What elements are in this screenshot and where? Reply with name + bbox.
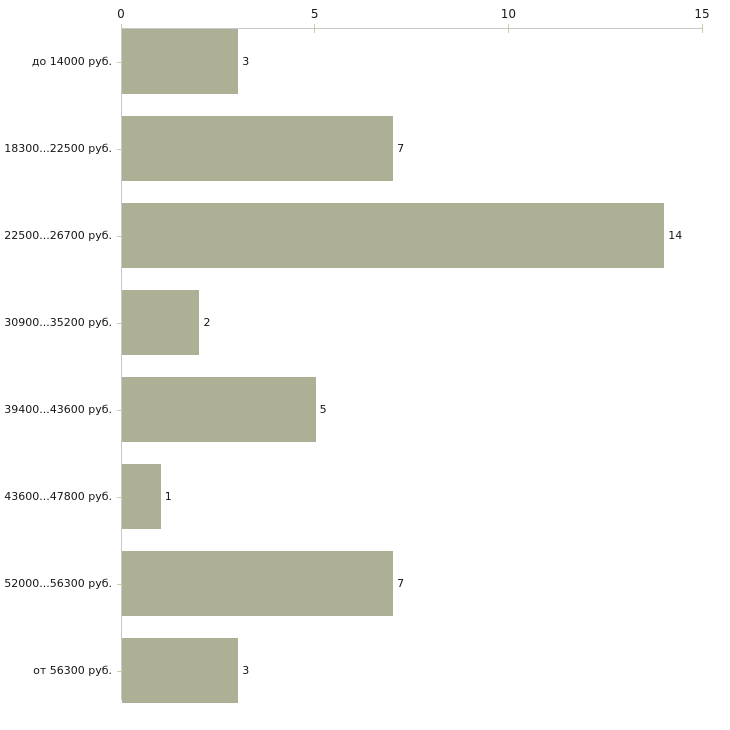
bar-value-label: 7	[397, 576, 405, 590]
y-axis-tick	[117, 236, 122, 237]
bar[interactable]	[122, 638, 239, 703]
bar-value-label: 14	[668, 228, 683, 242]
bar[interactable]	[122, 29, 239, 94]
category-label: 52000...56300 руб.	[4, 576, 112, 590]
y-axis-tick	[117, 149, 122, 150]
x-axis-tick-label: 5	[310, 7, 319, 21]
bar-value-label: 3	[242, 54, 250, 68]
category-label: от 56300 руб.	[33, 663, 112, 677]
bar[interactable]	[122, 203, 665, 268]
bar-value-label: 2	[203, 315, 211, 329]
category-label: до 14000 руб.	[31, 54, 112, 68]
category-label: 18300...22500 руб.	[4, 141, 112, 155]
y-axis-tick	[117, 323, 122, 324]
bar-value-label: 7	[397, 141, 405, 155]
x-axis-tick-label: 0	[117, 7, 125, 21]
y-axis-tick	[117, 671, 122, 672]
x-axis-tick	[314, 24, 316, 33]
bar-value-label: 1	[164, 489, 172, 503]
bar-value-label: 3	[242, 663, 250, 677]
bar[interactable]	[122, 290, 200, 355]
category-label: 22500...26700 руб.	[4, 228, 112, 242]
y-axis-line	[121, 28, 122, 700]
x-axis-tick	[507, 24, 509, 33]
category-label: 43600...47800 руб.	[4, 489, 112, 503]
category-label: 39400...43600 руб.	[4, 402, 112, 416]
x-axis-tick-label: 10	[500, 7, 516, 21]
y-axis-tick	[117, 410, 122, 411]
y-axis-tick	[117, 62, 122, 63]
x-axis-line	[121, 28, 702, 29]
x-axis-tick	[120, 24, 122, 33]
bar-value-label: 5	[319, 402, 327, 416]
x-axis-tick	[701, 24, 703, 33]
y-axis-tick	[117, 497, 122, 498]
x-axis-tick-label: 15	[694, 7, 710, 21]
bar[interactable]	[122, 377, 316, 442]
category-label: 30900...35200 руб.	[4, 315, 112, 329]
bar[interactable]	[122, 116, 394, 181]
y-axis-tick	[117, 584, 122, 585]
bar[interactable]	[122, 551, 394, 616]
bar[interactable]	[122, 464, 161, 529]
